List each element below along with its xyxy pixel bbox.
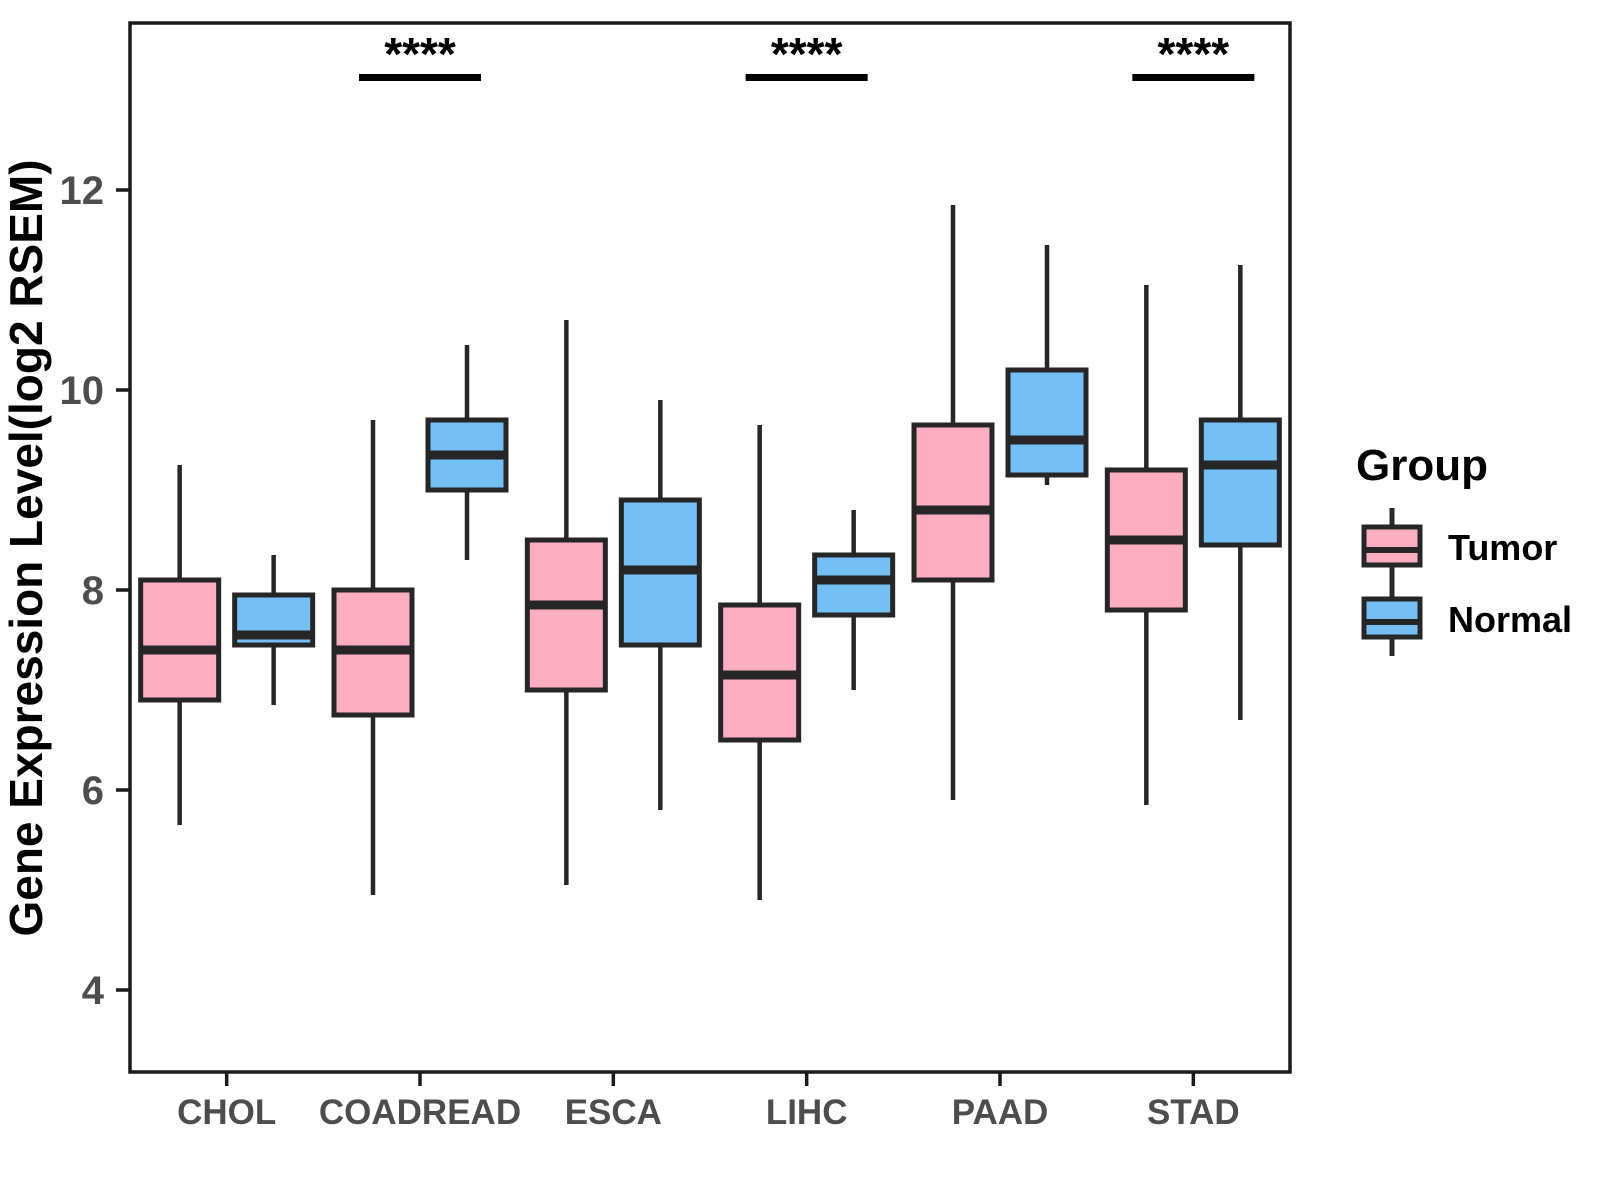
y-tick-label-10: 10 bbox=[60, 369, 105, 413]
panel-border bbox=[128, 21, 1292, 1074]
box-tumor-PAAD bbox=[911, 422, 995, 583]
significance-layer: **** **** **** bbox=[359, 28, 1255, 81]
significance-stars-COADREAD: **** bbox=[384, 28, 456, 80]
significance-bar-LIHC bbox=[745, 74, 868, 81]
legend-title: Group bbox=[1356, 441, 1488, 490]
legend-normal-box bbox=[1361, 596, 1423, 640]
x-tick-label-STAD: STAD bbox=[1147, 1093, 1240, 1132]
legend: Group Tumor Normal bbox=[1356, 441, 1572, 656]
legend-tumor-box bbox=[1361, 524, 1423, 568]
x-tick-label-ESCA: ESCA bbox=[565, 1093, 662, 1132]
box-normal-PAAD bbox=[1005, 367, 1089, 478]
axes-layer: 4 6 8 10 12 CHOL COADREAD ESCA LIHC PAAD STAD bbox=[60, 21, 1292, 1132]
significance-bar-STAD bbox=[1132, 74, 1255, 81]
box-normal-STAD bbox=[1198, 417, 1282, 548]
legend-key-normal: Normal bbox=[1361, 580, 1572, 656]
legend-label-normal: Normal bbox=[1448, 599, 1572, 640]
x-tick-label-LIHC: LIHC bbox=[766, 1093, 848, 1132]
box-tumor-ESCA bbox=[524, 537, 608, 693]
box-tumor-CHOL bbox=[138, 577, 222, 703]
y-tick-label-8: 8 bbox=[82, 569, 104, 613]
y-axis-title: Gene Expression Level(log2 RSEM) bbox=[0, 159, 52, 936]
x-tick-label-PAAD: PAAD bbox=[952, 1093, 1049, 1132]
x-tick-label-COADREAD: COADREAD bbox=[319, 1093, 521, 1132]
boxes-layer bbox=[138, 205, 1282, 900]
y-tick-label-4: 4 bbox=[82, 969, 105, 1013]
box-normal-LIHC bbox=[812, 552, 896, 618]
y-tick-label-12: 12 bbox=[60, 169, 105, 213]
significance-stars-LIHC: **** bbox=[771, 28, 843, 80]
y-tick-label-6: 6 bbox=[82, 769, 104, 813]
significance-bar-COADREAD bbox=[359, 74, 481, 81]
legend-key-tumor: Tumor bbox=[1361, 508, 1557, 584]
x-tick-label-CHOL: CHOL bbox=[177, 1093, 276, 1132]
legend-label-tumor: Tumor bbox=[1448, 527, 1557, 568]
significance-stars-STAD: **** bbox=[1158, 28, 1230, 80]
